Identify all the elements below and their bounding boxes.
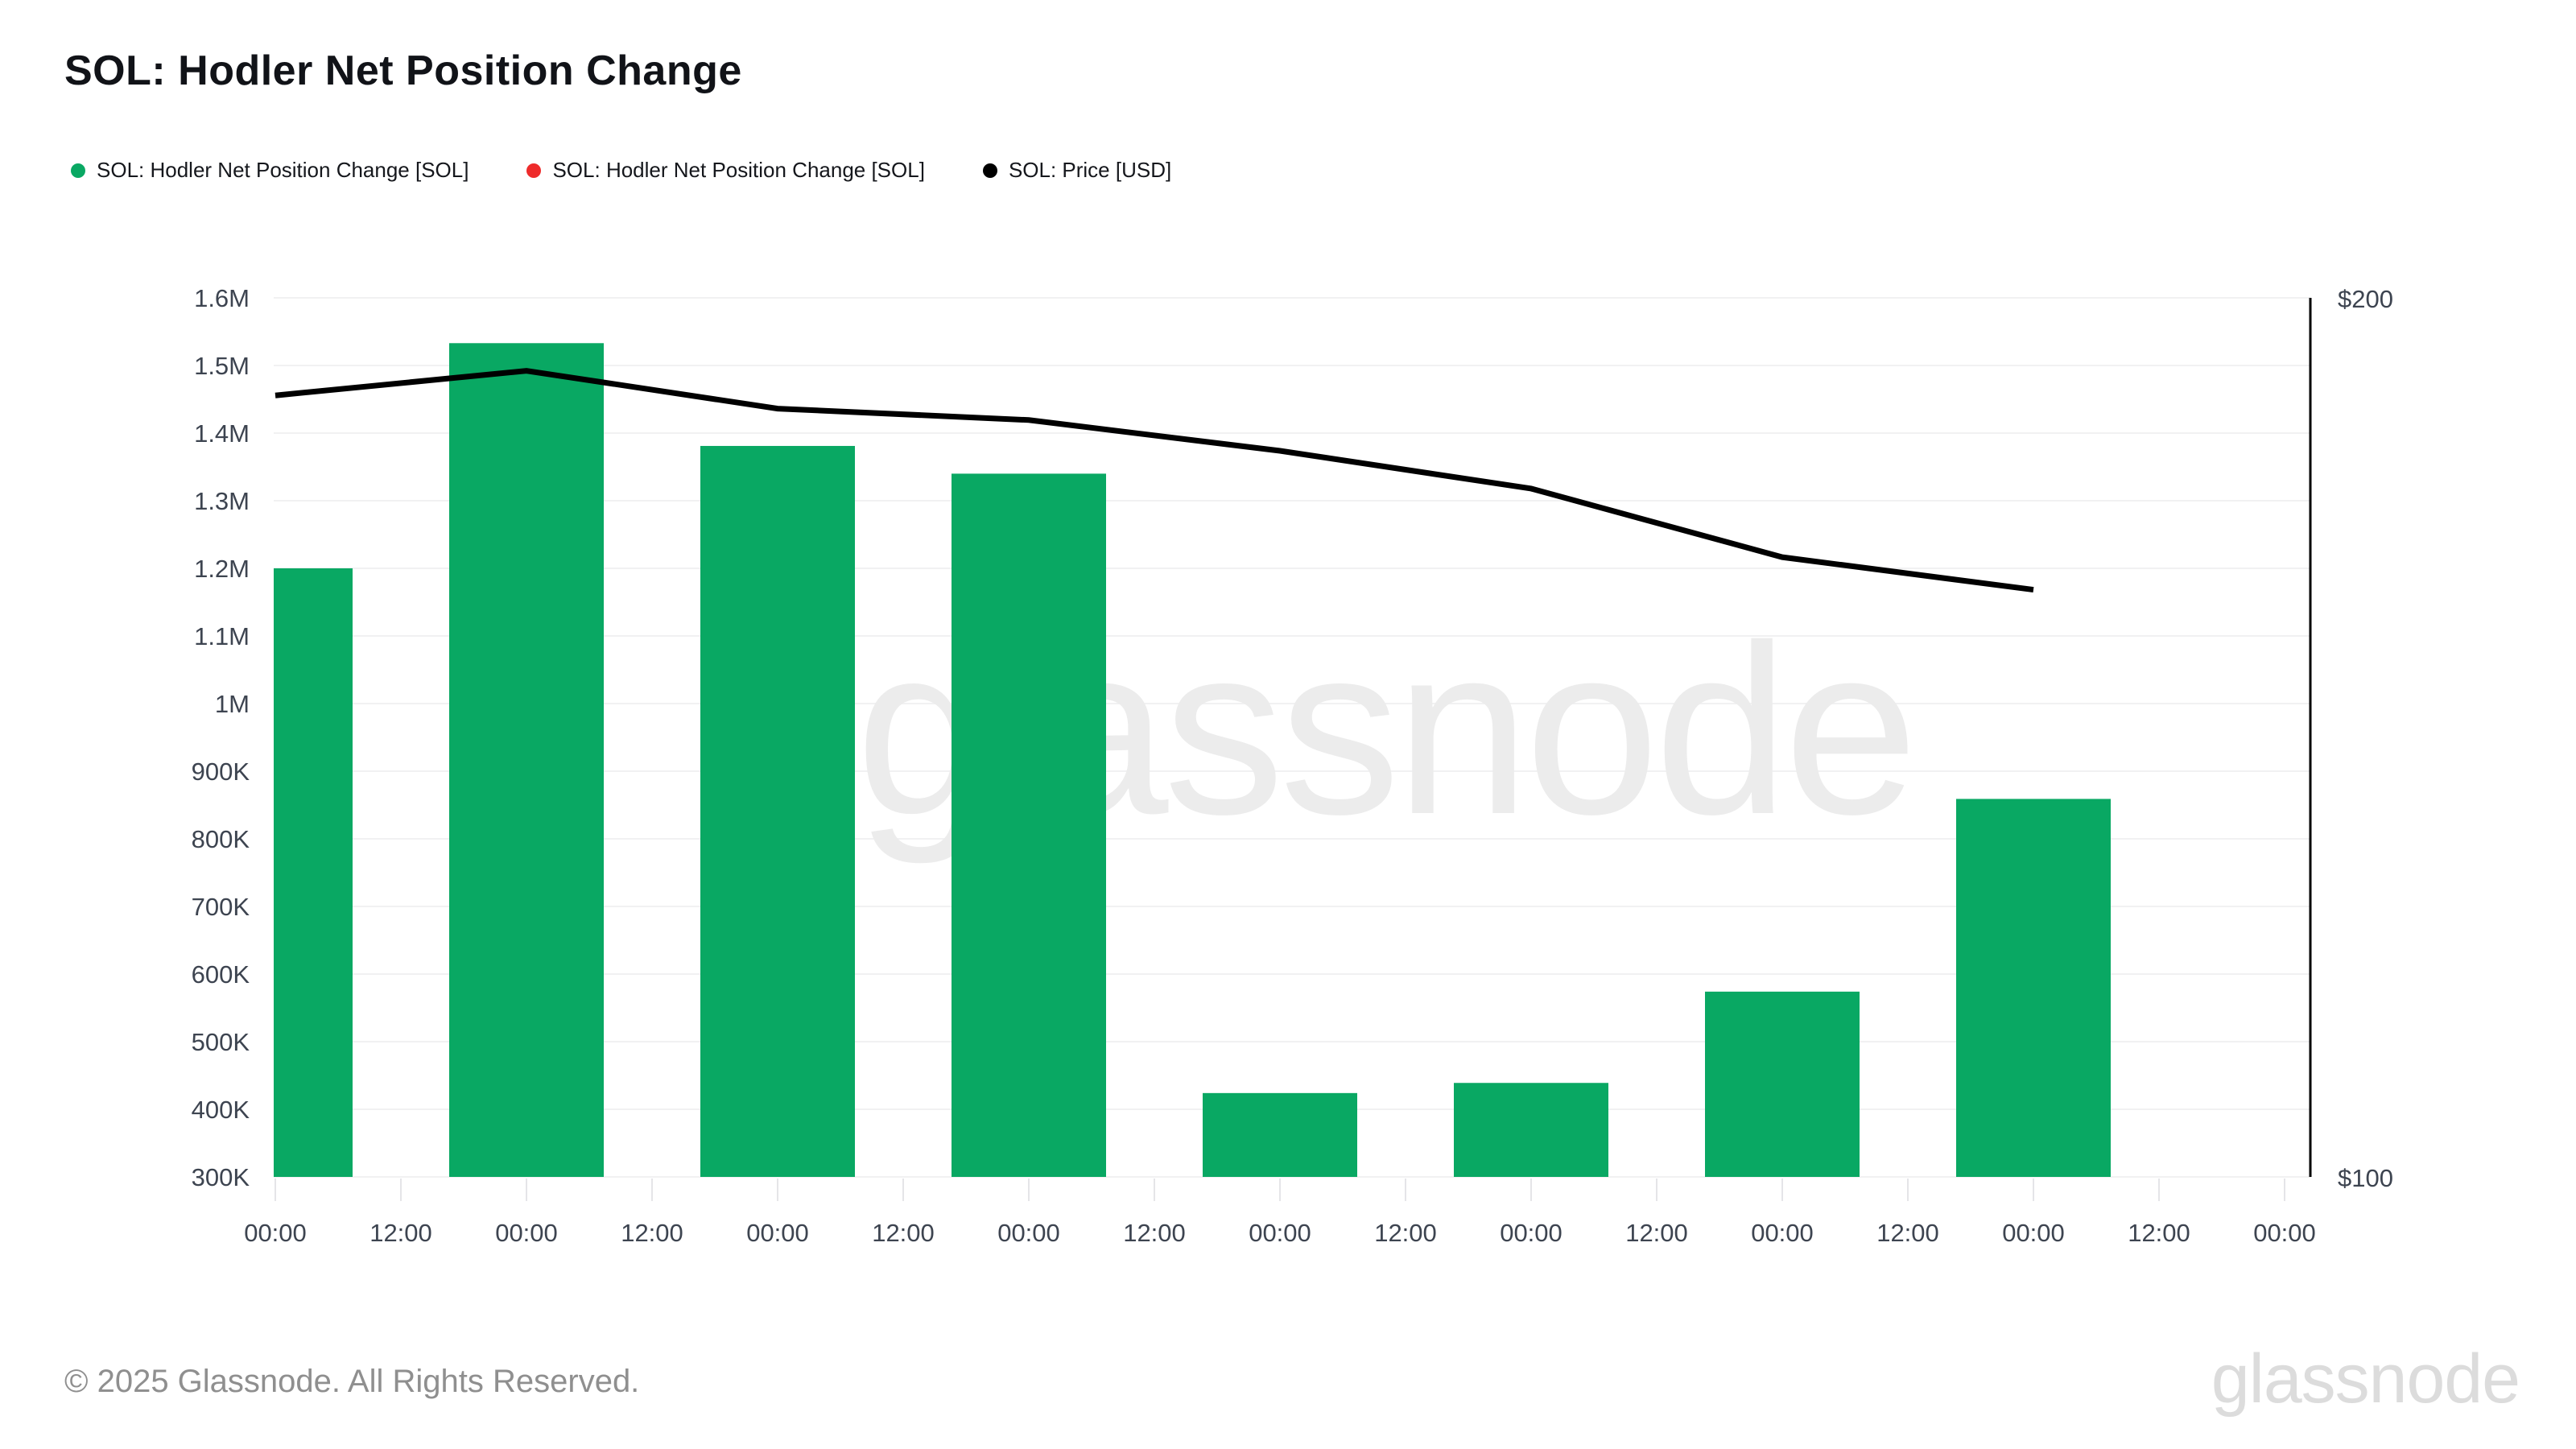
copyright-text: © 2025 Glassnode. All Rights Reserved. bbox=[64, 1364, 640, 1399]
chart-legend: SOL: Hodler Net Position Change [SOL] SO… bbox=[71, 158, 1171, 183]
page-title: SOL: Hodler Net Position Change bbox=[64, 47, 742, 94]
hodler-net-position-bar[interactable] bbox=[1705, 991, 1860, 1177]
x-axis-label: 12:00 bbox=[1625, 1219, 1688, 1247]
x-axis-label: 12:00 bbox=[1876, 1219, 1939, 1247]
x-axis-label: 12:00 bbox=[1123, 1219, 1186, 1247]
y-axis-label: 500K bbox=[192, 1028, 250, 1056]
y-axis-label: 700K bbox=[192, 893, 250, 921]
x-axis-label: 12:00 bbox=[621, 1219, 683, 1247]
legend-label: SOL: Hodler Net Position Change [SOL] bbox=[97, 158, 469, 182]
x-axis-label: 12:00 bbox=[872, 1219, 935, 1247]
x-axis-label: 00:00 bbox=[495, 1219, 558, 1247]
legend-item-price[interactable]: SOL: Price [USD] bbox=[982, 158, 1172, 183]
y-axis-label: 1.2M bbox=[194, 555, 250, 583]
y-axis-label: 400K bbox=[192, 1096, 250, 1124]
x-axis-label: 00:00 bbox=[1249, 1219, 1311, 1247]
hodler-net-position-bar[interactable] bbox=[449, 343, 604, 1177]
legend-label: SOL: Price [USD] bbox=[1008, 158, 1172, 182]
y-axis-label: 1.3M bbox=[194, 487, 250, 515]
x-axis-label: 12:00 bbox=[1374, 1219, 1437, 1247]
x-axis-label: 12:00 bbox=[369, 1219, 432, 1247]
x-axis-label: 12:00 bbox=[2128, 1219, 2190, 1247]
x-axis-label: 00:00 bbox=[2002, 1219, 2065, 1247]
y-axis-label: 1.5M bbox=[194, 352, 250, 380]
hodler-net-position-bar[interactable] bbox=[1203, 1092, 1357, 1177]
x-axis-label: 00:00 bbox=[746, 1219, 809, 1247]
green-dot-icon bbox=[71, 163, 85, 178]
legend-label: SOL: Hodler Net Position Change [SOL] bbox=[552, 158, 925, 182]
price-line[interactable] bbox=[275, 368, 2034, 593]
right-axis-label-min: $100 bbox=[2338, 1164, 2393, 1192]
legend-item-hodler-net-position-red[interactable]: SOL: Hodler Net Position Change [SOL] bbox=[526, 158, 925, 183]
y-axis-label: 600K bbox=[192, 960, 250, 989]
hodler-net-position-bar[interactable] bbox=[952, 473, 1106, 1177]
black-dot-icon bbox=[982, 163, 997, 178]
legend-item-hodler-net-position-green[interactable]: SOL: Hodler Net Position Change [SOL] bbox=[71, 158, 469, 183]
hodler-net-position-bar[interactable] bbox=[1454, 1083, 1608, 1177]
x-axis-label: 00:00 bbox=[244, 1219, 307, 1247]
x-axis-label: 00:00 bbox=[1751, 1219, 1814, 1247]
y-axis-label: 800K bbox=[192, 825, 250, 853]
y-axis-label: 1.6M bbox=[194, 284, 250, 312]
hodler-net-position-bar[interactable] bbox=[700, 445, 855, 1177]
y-axis-label: 300K bbox=[192, 1163, 250, 1191]
x-axis-label: 00:00 bbox=[997, 1219, 1060, 1247]
right-axis-label-max: $200 bbox=[2338, 285, 2393, 313]
x-axis-label: 00:00 bbox=[1500, 1219, 1563, 1247]
hodler-net-position-bar[interactable] bbox=[1956, 799, 2111, 1177]
x-axis-label: 00:00 bbox=[2253, 1219, 2316, 1247]
y-axis-label: 1.4M bbox=[194, 419, 250, 448]
y-axis-label: 900K bbox=[192, 758, 250, 786]
hodler-net-position-bar[interactable] bbox=[274, 568, 353, 1177]
glassnode-logo: glassnode bbox=[2211, 1340, 2520, 1418]
y-axis-label: 1.1M bbox=[194, 622, 250, 650]
red-dot-icon bbox=[526, 163, 542, 178]
y-axis-label: 1M bbox=[215, 690, 250, 718]
